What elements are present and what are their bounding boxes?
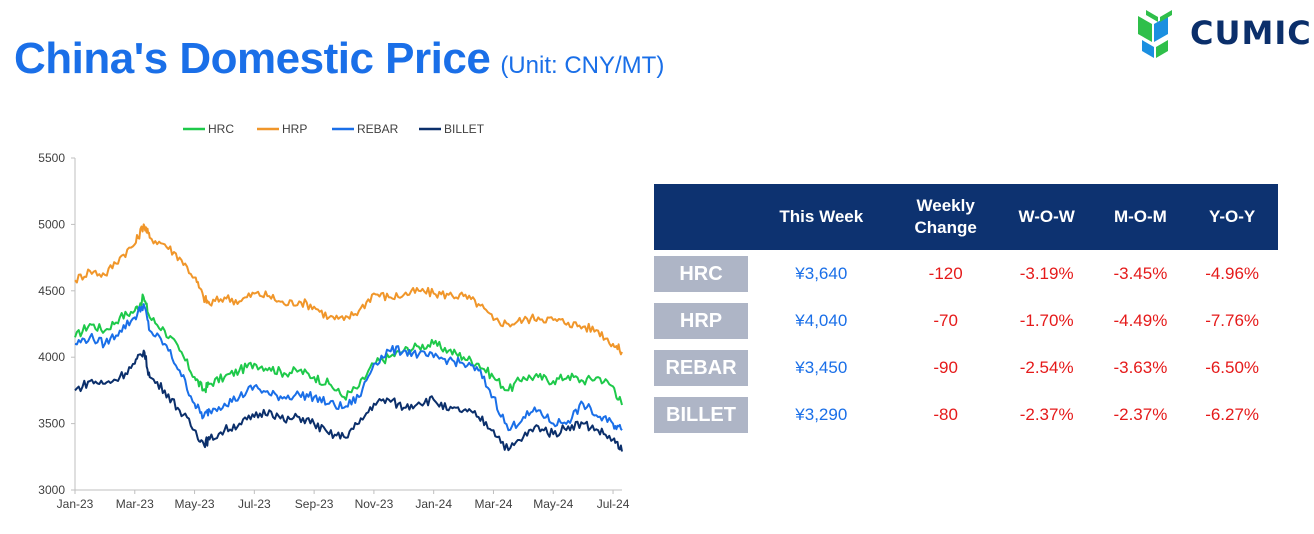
series-line-hrp bbox=[74, 223, 623, 356]
x-tick-label: Sep-23 bbox=[295, 497, 334, 511]
y-tick-label: 4000 bbox=[38, 350, 65, 364]
x-tick-label: Jan-23 bbox=[57, 497, 94, 511]
series-line-rebar bbox=[74, 303, 623, 432]
cell-weekly-change: -70 bbox=[933, 310, 958, 330]
table-row-rebar: REBAR ¥3,450 -90 -2.54% -3.63% -6.50% bbox=[654, 344, 1278, 391]
header-weekly-2: Change bbox=[914, 218, 977, 237]
table-row-hrc: HRC ¥3,640 -120 -3.19% -3.45% -4.96% bbox=[654, 250, 1278, 297]
chart-series bbox=[74, 223, 623, 452]
cell-yoy: -6.27% bbox=[1205, 404, 1260, 424]
cumic-leaf-icon bbox=[1138, 10, 1172, 58]
cell-mom: -3.45% bbox=[1113, 263, 1168, 283]
cell-weekly-change: -80 bbox=[933, 404, 958, 424]
cell-this-week: ¥3,290 bbox=[795, 404, 848, 424]
y-tick-label: 4500 bbox=[38, 284, 65, 298]
row-label: REBAR bbox=[654, 349, 748, 386]
legend-label-billet: BILLET bbox=[444, 122, 485, 136]
cell-mom: -4.49% bbox=[1113, 310, 1168, 330]
row-label: HRC bbox=[654, 255, 748, 292]
cell-this-week: ¥4,040 bbox=[795, 310, 848, 330]
row-label-cell: HRC bbox=[654, 250, 750, 297]
row-label: HRP bbox=[654, 302, 748, 339]
series-line-billet bbox=[74, 349, 623, 452]
cell-this-week: ¥3,450 bbox=[795, 357, 848, 377]
title-main: China's Domestic Price bbox=[14, 34, 491, 83]
title-unit: (Unit: CNY/MT) bbox=[500, 52, 665, 79]
legend-label-hrp: HRP bbox=[282, 122, 307, 136]
cell-wow: -3.19% bbox=[1019, 263, 1074, 283]
logo: CUMIC bbox=[1136, 6, 1312, 60]
table-row-billet: BILLET ¥3,290 -80 -2.37% -2.37% -6.27% bbox=[654, 391, 1278, 438]
x-tick-label: May-23 bbox=[175, 497, 215, 511]
table-row-hrp: HRP ¥4,040 -70 -1.70% -4.49% -7.76% bbox=[654, 297, 1278, 344]
cell-wow: -2.37% bbox=[1019, 404, 1074, 424]
price-line-chart: HRC HRP REBAR BILLET 3000 3500 4000 4500 5000 55… bbox=[38, 122, 630, 511]
x-tick-label: Jul-23 bbox=[238, 497, 271, 511]
legend-label-rebar: REBAR bbox=[357, 122, 399, 136]
cell-weekly-change: -90 bbox=[933, 357, 958, 377]
page-title: China's Domestic Price (Unit: CNY/MT) bbox=[14, 34, 664, 84]
header-this-week: This Week bbox=[750, 184, 893, 250]
header-wow: W-O-W bbox=[998, 184, 1095, 250]
cell-this-week: ¥3,640 bbox=[795, 263, 848, 283]
chart-legend: HRC HRP REBAR BILLET bbox=[183, 122, 485, 136]
header-weekly-1: Weekly bbox=[916, 196, 975, 215]
logo-text: CUMIC bbox=[1190, 14, 1312, 52]
row-label-cell: BILLET bbox=[654, 391, 750, 438]
table-header-row: This Week Weekly Change W-O-W M-O-M Y-O-Y bbox=[654, 184, 1278, 250]
cell-wow: -2.54% bbox=[1019, 357, 1074, 377]
x-tick-label: Jul-24 bbox=[597, 497, 630, 511]
cell-yoy: -7.76% bbox=[1205, 310, 1260, 330]
y-axis: 3000 3500 4000 4500 5000 5500 bbox=[38, 151, 76, 497]
y-tick-label: 5000 bbox=[38, 217, 65, 231]
x-tick-label: Mar-24 bbox=[474, 497, 512, 511]
x-axis: Jan-23 Mar-23 May-23 Jul-23 Sep-23 Nov-23 Jan-… bbox=[57, 489, 630, 511]
header-empty bbox=[654, 184, 750, 250]
cell-yoy: -6.50% bbox=[1205, 357, 1260, 377]
header-mom: M-O-M bbox=[1094, 184, 1187, 250]
row-label: BILLET bbox=[654, 396, 748, 433]
row-label-cell: REBAR bbox=[654, 344, 750, 391]
x-tick-label: Mar-23 bbox=[116, 497, 154, 511]
y-tick-label: 3500 bbox=[38, 417, 65, 431]
row-label-cell: HRP bbox=[654, 297, 750, 344]
cell-weekly-change: -120 bbox=[928, 263, 963, 283]
cell-mom: -3.63% bbox=[1113, 357, 1168, 377]
cell-wow: -1.70% bbox=[1019, 310, 1074, 330]
y-tick-label: 3000 bbox=[38, 483, 65, 497]
series-line-hrc bbox=[74, 293, 623, 406]
x-tick-label: Jan-24 bbox=[415, 497, 452, 511]
y-tick-label: 5500 bbox=[38, 151, 65, 165]
header-weekly-change: Weekly Change bbox=[892, 184, 999, 250]
cell-mom: -2.37% bbox=[1113, 404, 1168, 424]
price-table: This Week Weekly Change W-O-W M-O-M Y-O-Y… bbox=[654, 184, 1278, 438]
cell-yoy: -4.96% bbox=[1205, 263, 1260, 283]
x-tick-label: May-24 bbox=[533, 497, 573, 511]
x-tick-label: Nov-23 bbox=[355, 497, 394, 511]
legend-label-hrc: HRC bbox=[208, 122, 234, 136]
header-yoy: Y-O-Y bbox=[1186, 184, 1278, 250]
